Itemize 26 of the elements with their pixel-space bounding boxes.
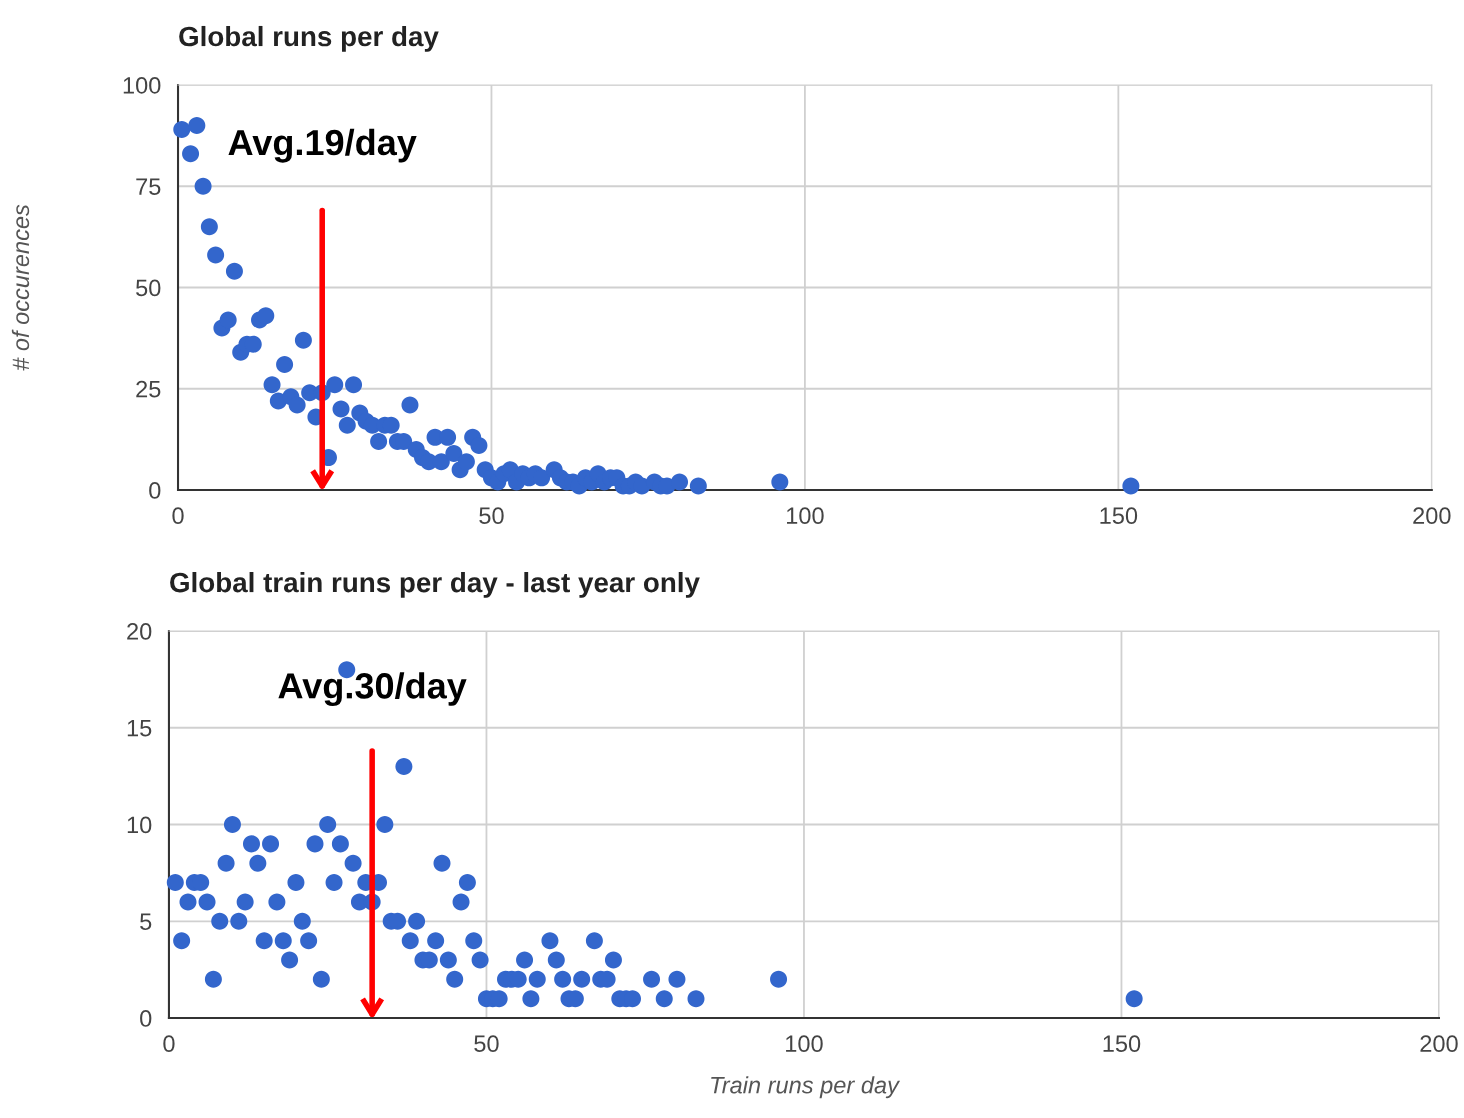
- x-tick-label: 100: [787, 507, 824, 525]
- x-tick-label: 0: [163, 1035, 175, 1053]
- y-tick-label: 10: [127, 816, 152, 834]
- chart-title: Global runs per day: [179, 25, 439, 52]
- y-tick-label: 75: [136, 178, 161, 196]
- x-tick-label: 50: [479, 507, 504, 525]
- y-tick-label: 100: [123, 77, 161, 94]
- y-tick-label: 5: [140, 913, 152, 931]
- ref-line-label: Avg.19/day: [228, 128, 417, 163]
- y-tick-label: 0: [149, 482, 161, 499]
- x-tick-label: 100: [786, 1035, 823, 1053]
- y-tick-label: 20: [127, 623, 152, 640]
- x-tick-label: 150: [1100, 507, 1138, 525]
- ref-line-label: Avg.30/day: [278, 672, 467, 706]
- x-axis-title: Train runs per day: [711, 1076, 901, 1099]
- y-axis-title: # of occurences: [11, 204, 30, 371]
- x-tick-label: 150: [1103, 1035, 1141, 1053]
- y-tick-label: 50: [136, 279, 161, 297]
- x-tick-label: 50: [474, 1035, 499, 1053]
- x-tick-label: 200: [1420, 1035, 1458, 1053]
- x-tick-label: 0: [172, 507, 184, 525]
- chart-title: Global train runs per day - last year only: [170, 571, 700, 598]
- x-tick-label: 200: [1413, 507, 1451, 525]
- y-tick-label: 0: [140, 1010, 152, 1027]
- y-tick-label: 25: [136, 380, 161, 398]
- y-tick-label: 15: [127, 720, 152, 737]
